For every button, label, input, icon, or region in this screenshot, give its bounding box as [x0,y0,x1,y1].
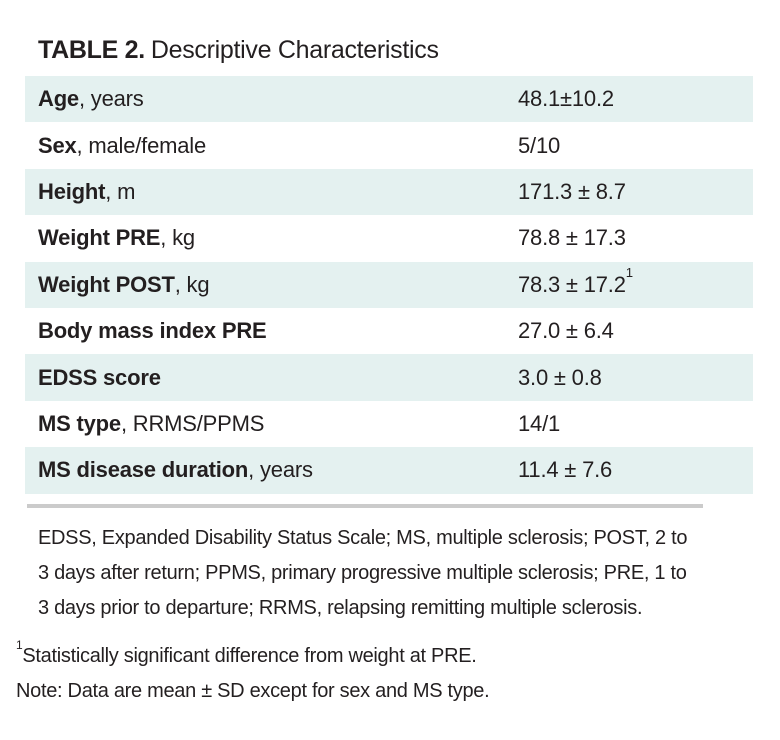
table-row: Body mass index PRE 27.0 ± 6.4 [25,307,753,355]
footnote-marker: 1 [625,265,633,281]
table-number: TABLE 2. [38,36,145,64]
data-note: Note: Data are mean ± SD except for sex … [16,680,490,702]
endnotes: 1Statistically significant difference fr… [16,637,490,709]
row-value: 5/10 [518,132,561,158]
abbreviation-line: EDSS, Expanded Disability Status Scale; … [38,527,688,549]
table-row: Sex, male/female 5/10 [25,122,753,169]
row-label: Body mass index PRE [38,318,267,344]
table-row: Height, m 171.3 ± 8.7 [25,168,753,216]
row-label: MS type, RRMS/PPMS [38,410,265,436]
abbreviation-line: 3 days prior to departure; RRMS, relapsi… [38,597,643,619]
row-label: Sex, male/female [38,132,207,158]
row-value: 3.0 ± 0.8 [518,364,602,390]
row-value: 14/1 [518,410,561,436]
row-value: 48.1±10.2 [518,86,614,112]
row-label: Height, m [38,178,136,204]
abbreviation-line: 3 days after return; PPMS, primary progr… [38,562,687,584]
table-row: Weight PRE, kg 78.8 ± 17.3 [25,215,753,262]
row-value: 78.8 ± 17.3 [518,225,626,251]
characteristics-table: Age, years 48.1±10.2 Sex, male/female 5/10 H… [25,76,753,494]
table-row: Age, years 48.1±10.2 [25,76,753,123]
table-row: Weight POST, kg 78.3 ± 17.21 [25,261,753,308]
divider-rule [27,504,703,508]
significance-note: 1Statistically significant difference fr… [16,637,477,667]
row-label: EDSS score [38,364,161,390]
row-value: 11.4 ± 7.6 [518,457,613,483]
row-value: 171.3 ± 8.7 [518,178,626,204]
row-label: Age, years [38,86,144,112]
row-label: Weight POST, kg [38,271,210,297]
table-row: MS type, RRMS/PPMS 14/1 [25,400,753,448]
table-title: TABLE 2. Descriptive Characteristics [38,36,439,65]
row-label: MS disease duration, years [38,457,313,483]
table-row: EDSS score 3.0 ± 0.8 [25,354,753,401]
abbreviations-note: EDSS, Expanded Disability Status Scale; … [38,521,688,626]
row-value: 27.0 ± 6.4 [518,318,614,344]
table-row: MS disease duration, years 11.4 ± 7.6 [25,447,753,494]
row-label: Weight PRE, kg [38,225,195,251]
row-value: 78.3 ± 17.21 [518,265,633,297]
table-caption: Descriptive Characteristics [150,36,439,64]
footnote-marker: 1 [16,637,23,652]
